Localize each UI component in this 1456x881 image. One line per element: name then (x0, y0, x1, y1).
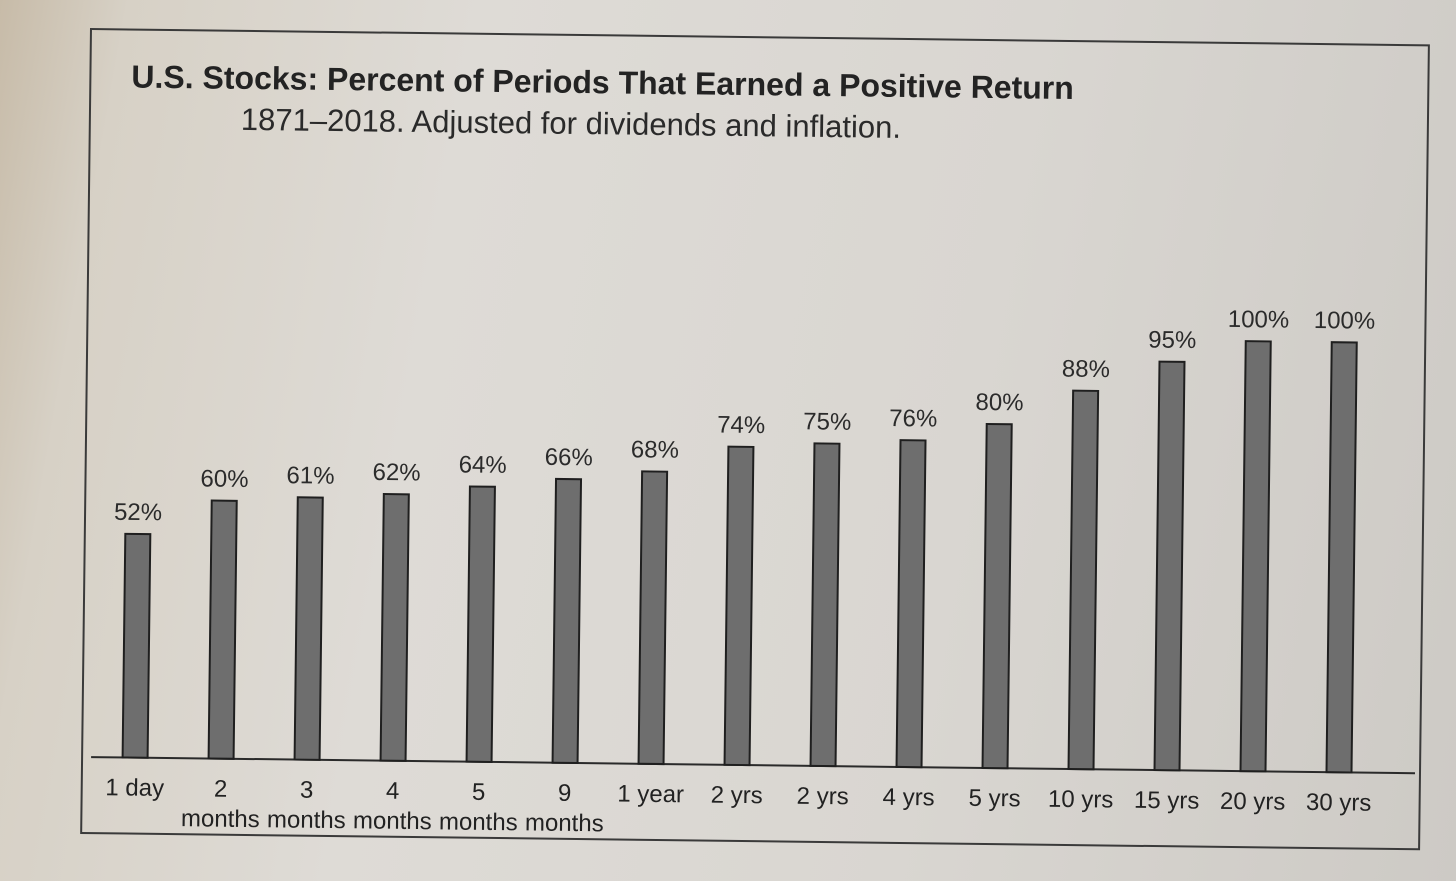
value-label-11: 80% (975, 389, 1023, 417)
bar-14 (1239, 340, 1272, 773)
bar-3 (293, 496, 324, 761)
bar-9 (809, 442, 841, 768)
bar-15 (1325, 341, 1358, 774)
value-label-15: 100% (1314, 307, 1376, 335)
x-tick-label-12: 10 yrs (1048, 786, 1114, 814)
bar-11 (981, 422, 1013, 770)
chart-frame: U.S. Stocks: Percent of Periods That Ear… (80, 28, 1430, 851)
value-label-8: 74% (717, 411, 765, 439)
x-tick-label-13: 15 yrs (1134, 787, 1200, 815)
bar-7 (637, 470, 669, 766)
x-tick-label-11: 5 yrs (968, 785, 1020, 813)
x-tick-label-8: 2 yrs (711, 782, 763, 810)
x-tick-sublabel-4: months (353, 807, 432, 835)
value-label-9: 75% (803, 408, 851, 436)
x-tick-label-4: 4 (386, 778, 400, 805)
bar-12 (1067, 389, 1100, 771)
x-tick-sublabel-5: months (439, 808, 518, 836)
bar-2 (207, 499, 238, 760)
x-tick-label-6: 9 (558, 780, 572, 807)
value-label-6: 66% (545, 444, 593, 472)
x-tick-label-2: 2 (214, 776, 228, 803)
x-axis-baseline (91, 756, 1416, 775)
value-label-2: 60% (200, 465, 248, 493)
bar-6 (551, 477, 583, 765)
x-tick-label-3: 3 (300, 777, 314, 804)
x-tick-label-1: 1 day (105, 774, 164, 802)
value-label-13: 95% (1148, 326, 1196, 354)
bar-8 (723, 445, 755, 767)
bar-4 (379, 493, 410, 762)
value-label-3: 61% (286, 462, 334, 490)
value-label-14: 100% (1228, 306, 1290, 334)
x-tick-label-14: 20 yrs (1220, 788, 1286, 816)
value-label-7: 68% (631, 436, 679, 464)
x-tick-label-10: 4 yrs (882, 784, 934, 812)
value-label-1: 52% (114, 499, 162, 527)
x-tick-label-7: 1 year (617, 781, 684, 809)
bar-13 (1153, 360, 1186, 772)
x-tick-label-9: 2 yrs (796, 783, 848, 811)
x-tick-label-5: 5 (472, 779, 486, 806)
bar-chart: 52%1 day60%2months61%3months62%4months64… (91, 306, 1416, 837)
x-tick-sublabel-6: months (525, 809, 604, 837)
bar-5 (465, 485, 496, 763)
bar-1 (121, 532, 152, 759)
value-label-5: 64% (459, 451, 507, 479)
x-tick-label-15: 30 yrs (1306, 789, 1372, 817)
bar-10 (895, 439, 927, 769)
value-label-4: 62% (372, 459, 420, 487)
value-label-10: 76% (889, 405, 937, 433)
x-tick-sublabel-3: months (267, 806, 346, 834)
x-tick-sublabel-2: months (181, 805, 260, 833)
value-label-12: 88% (1062, 355, 1110, 383)
